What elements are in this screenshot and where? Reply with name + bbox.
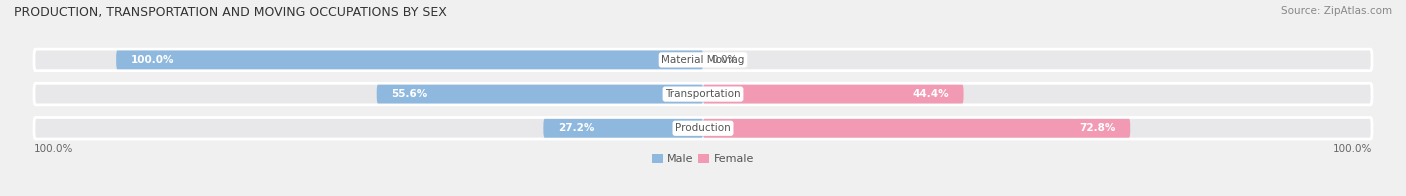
Text: Material Moving: Material Moving bbox=[661, 55, 745, 65]
Text: 55.6%: 55.6% bbox=[391, 89, 427, 99]
Legend: Male, Female: Male, Female bbox=[647, 149, 759, 169]
Text: 100.0%: 100.0% bbox=[1333, 144, 1372, 154]
Text: Source: ZipAtlas.com: Source: ZipAtlas.com bbox=[1281, 6, 1392, 16]
Text: 100.0%: 100.0% bbox=[34, 144, 73, 154]
FancyBboxPatch shape bbox=[34, 117, 1372, 139]
Text: 100.0%: 100.0% bbox=[131, 55, 174, 65]
FancyBboxPatch shape bbox=[34, 83, 1372, 105]
Text: 72.8%: 72.8% bbox=[1080, 123, 1115, 133]
Text: 44.4%: 44.4% bbox=[912, 89, 949, 99]
Text: PRODUCTION, TRANSPORTATION AND MOVING OCCUPATIONS BY SEX: PRODUCTION, TRANSPORTATION AND MOVING OC… bbox=[14, 6, 447, 19]
FancyBboxPatch shape bbox=[117, 51, 703, 69]
FancyBboxPatch shape bbox=[703, 85, 963, 103]
Text: 27.2%: 27.2% bbox=[558, 123, 595, 133]
FancyBboxPatch shape bbox=[703, 119, 1130, 138]
FancyBboxPatch shape bbox=[377, 85, 703, 103]
Text: Transportation: Transportation bbox=[665, 89, 741, 99]
FancyBboxPatch shape bbox=[543, 119, 703, 138]
Text: 0.0%: 0.0% bbox=[711, 55, 738, 65]
FancyBboxPatch shape bbox=[34, 49, 1372, 71]
Text: Production: Production bbox=[675, 123, 731, 133]
